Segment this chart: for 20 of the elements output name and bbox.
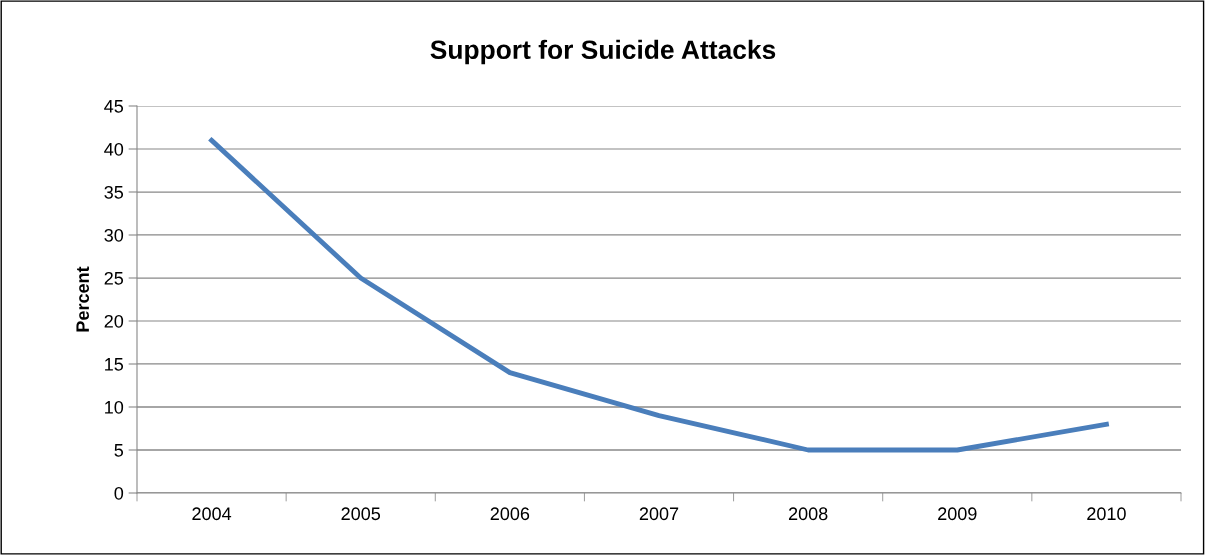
y-tick-label: 10 <box>105 400 124 414</box>
x-tick-label: 2009 <box>938 507 977 521</box>
line-series <box>209 137 1109 453</box>
x-tick-label: 2006 <box>490 507 530 521</box>
y-tick-label: 25 <box>104 271 124 285</box>
x-tick-label: 2010 <box>1087 507 1126 521</box>
x-tick-label: 2008 <box>788 507 828 521</box>
y-tick-label: 20 <box>104 314 124 328</box>
y-tick-label: 40 <box>104 142 124 156</box>
y-tick-label: 45 <box>104 100 124 113</box>
y-tick-label: 0 <box>114 486 124 500</box>
chart-title: Support for Suicide Attacks <box>430 39 776 65</box>
x-tick-label: 2007 <box>639 507 679 521</box>
y-tick-label: 5 <box>114 444 124 457</box>
y-axis-title: Percent <box>76 266 90 332</box>
x-tick-label: 2005 <box>341 507 381 521</box>
y-tick-label: 35 <box>104 185 124 199</box>
x-tick-label: 2004 <box>192 507 232 521</box>
y-tick-label: 30 <box>104 228 124 242</box>
y-tick-label: 15 <box>105 358 124 371</box>
